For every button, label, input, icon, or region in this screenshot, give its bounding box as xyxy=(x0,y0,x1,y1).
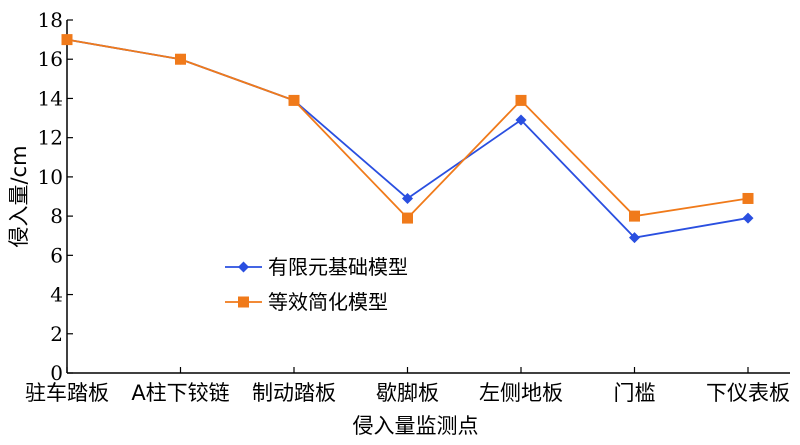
x-ticks: 驻车踏板 A柱下铰链 制动踏板 歇脚板 左侧地板 门槛 下仪表板 xyxy=(25,367,790,405)
series-2 xyxy=(61,34,754,224)
data-point xyxy=(175,53,186,65)
data-point xyxy=(402,192,413,204)
legend-marker xyxy=(238,261,249,273)
y-tick-label: 2 xyxy=(50,322,63,346)
x-tick-label: 歇脚板 xyxy=(376,381,439,405)
y-tick-label: 4 xyxy=(50,283,63,307)
series-layer xyxy=(61,34,754,244)
y-tick-label: 0 xyxy=(50,361,63,385)
x-tick-label: 驻车踏板 xyxy=(25,381,109,405)
x-tick-label: 制动踏板 xyxy=(252,381,336,405)
data-point xyxy=(402,212,413,224)
x-tick-label: 左侧地板 xyxy=(479,381,563,405)
axes xyxy=(66,20,790,374)
y-tick-label: 14 xyxy=(38,86,63,110)
y-tick-label: 12 xyxy=(38,126,63,150)
legend-item: 等效简化模型 xyxy=(225,290,388,314)
data-point xyxy=(742,192,754,204)
data-point xyxy=(629,232,640,244)
data-point xyxy=(515,114,527,126)
x-axis-title: 侵入量监测点 xyxy=(353,414,479,438)
y-tick-label: 6 xyxy=(50,243,63,267)
x-tick-label: A柱下铰链 xyxy=(131,381,229,405)
data-point xyxy=(515,94,527,106)
legend-label: 等效简化模型 xyxy=(268,290,388,314)
series-line xyxy=(66,38,749,220)
y-tick-label: 16 xyxy=(38,47,63,71)
y-axis-title: 侵入量/cm xyxy=(7,145,31,247)
data-point xyxy=(288,94,300,106)
legend-item: 有限元基础模型 xyxy=(225,255,408,279)
legend-marker xyxy=(238,296,249,308)
data-point xyxy=(629,210,640,222)
series-1 xyxy=(61,34,754,244)
series-line xyxy=(66,38,749,239)
x-tick-label: 下仪表板 xyxy=(706,381,790,405)
y-ticks: 0 2 4 6 8 10 12 14 16 18 xyxy=(38,8,73,385)
data-point xyxy=(742,212,754,224)
data-point xyxy=(61,34,73,46)
y-tick-label: 10 xyxy=(38,165,63,189)
x-tick-label: 门槛 xyxy=(614,381,656,405)
y-tick-label: 8 xyxy=(50,204,63,228)
legend-label: 有限元基础模型 xyxy=(268,255,408,279)
y-tick-label: 18 xyxy=(38,8,63,32)
